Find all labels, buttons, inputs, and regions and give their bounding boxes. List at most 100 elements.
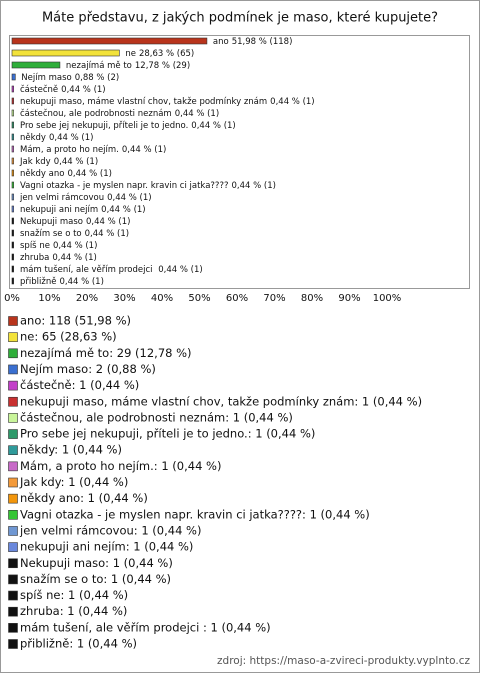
chart-title: Máte představu, z jakých podmínek je mas… — [42, 11, 438, 26]
value-label: 0,44 % (1) — [49, 133, 93, 143]
legend-swatch — [8, 493, 18, 504]
legend-label: Nejím maso: 2 (0,88 %) — [20, 362, 156, 376]
legend-swatch — [8, 526, 18, 536]
legend-label: nezajímá mě to: 29 (12,78 %) — [20, 346, 192, 360]
bar — [11, 121, 14, 129]
x-tick-label: 40% — [151, 293, 173, 304]
bar-category: snažím se o to — [20, 229, 82, 239]
bar — [11, 241, 14, 249]
legend-swatch — [8, 574, 18, 585]
bar-label: částečně 0,44 % (1) — [20, 84, 106, 95]
x-tick-label: 50% — [188, 293, 210, 304]
bar-label: Nejím maso 0,88 % (2) — [21, 73, 119, 83]
legend-swatch — [8, 558, 18, 569]
x-tick-label: 20% — [76, 293, 98, 304]
legend-label: mám tušení, ale věřím prodejci : 1 (0,44… — [20, 620, 271, 634]
bar-category: nezajímá mě to — [66, 61, 132, 71]
bar — [11, 37, 208, 45]
bar — [11, 145, 14, 153]
bar-category: Nejím maso — [21, 73, 71, 83]
legend-label: částečně: 1 (0,44 %) — [20, 378, 139, 392]
bar — [11, 73, 16, 81]
legend-swatch — [8, 348, 18, 359]
legend-swatch — [8, 461, 18, 472]
legend-swatch — [8, 477, 18, 488]
bar-category: Mám, a proto ho nejím. — [20, 145, 119, 155]
legend-label: Pro sebe jej nekupuji, příteli je to jed… — [20, 427, 315, 441]
legend-swatch — [8, 542, 18, 552]
bar-label: ano 51,98 % (118) — [213, 37, 292, 47]
bar-label: Nekupuji maso 0,44 % (1) — [20, 217, 130, 227]
legend-swatch — [8, 316, 18, 326]
value-label: 0,44 % (1) — [85, 229, 129, 239]
value-label: 0,44 % (1) — [61, 85, 105, 95]
bar — [11, 181, 14, 189]
x-tick-label: 100% — [373, 293, 402, 304]
bar-label: mám tušení, ale věřím prodejci 0,44 % (1… — [20, 264, 203, 275]
plot-area — [9, 35, 470, 289]
legend-swatch — [8, 445, 18, 456]
value-label: 0,44 % (1) — [86, 217, 130, 227]
legend-swatch — [8, 606, 18, 617]
x-tick-label: 80% — [301, 293, 323, 304]
value-label: 12,78 % (29) — [135, 61, 190, 71]
bar-label: někdy ano 0,44 % (1) — [20, 169, 112, 179]
bar — [11, 157, 14, 165]
bar-category: Vagni otazka - je myslen napr. kravin ci… — [20, 181, 228, 191]
bar-label: jen velmi rámcovou 0,44 % (1) — [19, 193, 152, 203]
bar-label: částečnou, ale podrobnosti neznám 0,44 % … — [20, 108, 219, 119]
bar-label: Pro sebe jej nekupuji, příteli je to jed… — [20, 121, 236, 131]
legend-swatch — [8, 429, 18, 439]
legend-label: někdy ano: 1 (0,44 %) — [20, 491, 148, 505]
bar-label: Jak kdy 0,44 % (1) — [19, 157, 98, 167]
legend-label: částečnou, ale podrobnosti neznám: 1 (0,… — [20, 410, 293, 424]
legend-label: nekupuji maso, máme vlastní chov, takže … — [20, 394, 422, 408]
legend-label: nekupuji ani nejím: 1 (0,44 %) — [20, 540, 193, 554]
legend-label: přibližně: 1 (0,44 %) — [20, 637, 137, 651]
legend-swatch — [8, 396, 18, 407]
legend-swatch — [8, 590, 18, 601]
bar-label: spíš ne 0,44 % (1) — [20, 240, 97, 251]
value-label: 28,63 % (65) — [139, 49, 194, 59]
bar-category: nekupuji maso, máme vlastní chov, takže … — [20, 97, 267, 107]
legend-label: zhruba: 1 (0,44 %) — [20, 604, 127, 618]
legend-label: spíš ne: 1 (0,44 %) — [20, 588, 128, 602]
bar-category: Nekupuji maso — [20, 217, 83, 227]
value-label: 0,44 % (1) — [122, 145, 166, 155]
bar — [11, 61, 61, 69]
value-label: 0,44 % (1) — [175, 109, 219, 119]
bar-category: někdy — [20, 133, 46, 143]
bar — [11, 193, 14, 201]
bar-label: Mám, a proto ho nejím. 0,44 % (1) — [20, 145, 166, 155]
x-tick-label: 70% — [263, 293, 285, 304]
legend-swatch — [8, 413, 18, 423]
bar-label: nekupuji ani nejím 0,44 % (1) — [20, 205, 146, 215]
bar — [11, 169, 14, 177]
value-label: 0,44 % (1) — [107, 193, 151, 203]
bar-category: někdy ano — [20, 169, 64, 179]
bar — [11, 229, 14, 237]
bar-label: nekupuji maso, máme vlastní chov, takže … — [20, 97, 315, 107]
value-label: 0,44 % (1) — [67, 169, 111, 179]
legend-label: Nekupuji maso: 1 (0,44 %) — [20, 556, 173, 570]
legend-label: jen velmi rámcovou: 1 (0,44 %) — [19, 523, 201, 537]
value-label: 0,44 % (1) — [53, 241, 97, 251]
bar-category: nekupuji ani nejím — [20, 205, 98, 215]
legend-swatch — [8, 639, 18, 649]
legend-swatch — [8, 380, 18, 391]
bar-category: přibližně — [20, 277, 56, 287]
x-tick-label: 30% — [113, 293, 135, 304]
bar — [11, 265, 14, 273]
bar-category: částečnou, ale podrobnosti neznám — [20, 108, 172, 119]
bar — [11, 97, 14, 105]
value-label: 0,44 % (1) — [101, 205, 145, 215]
bar-category: mám tušení, ale věřím prodejci — [20, 264, 155, 275]
x-tick-label: 60% — [226, 293, 248, 304]
value-label: 51,98 % (118) — [232, 37, 293, 47]
bar-category: zhruba — [20, 253, 49, 263]
bar-category: Jak kdy — [19, 157, 51, 167]
bar — [11, 217, 14, 225]
legend-label: někdy: 1 (0,44 %) — [20, 443, 122, 457]
value-label: 0,88 % (2) — [75, 73, 119, 83]
